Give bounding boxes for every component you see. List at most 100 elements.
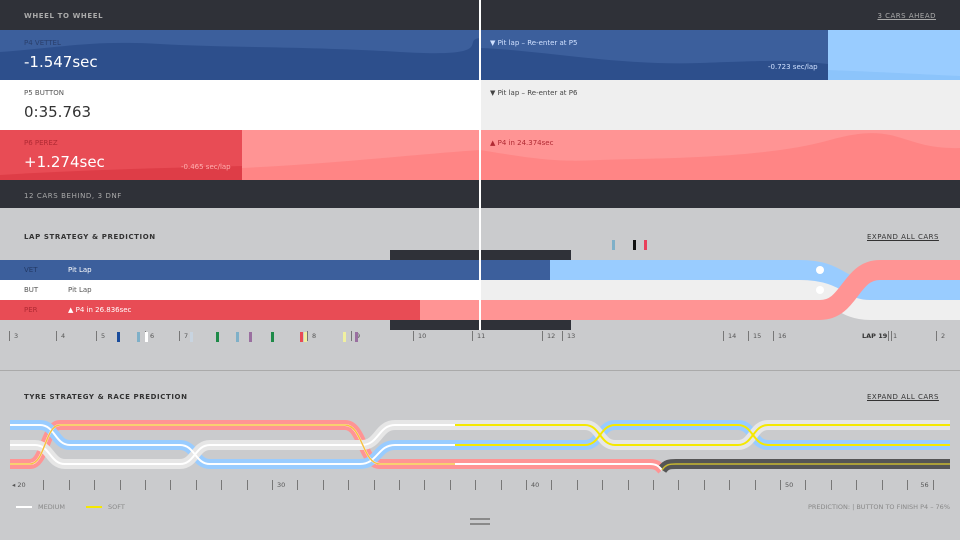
cars-ahead-link[interactable]: 3 CARS AHEAD	[877, 12, 936, 20]
lap-tick: 8	[307, 331, 316, 341]
tyre-lap-tick: ◂ 20	[12, 481, 26, 489]
tyre-lap-tick	[678, 480, 683, 490]
tyre-lap-tick: 40	[526, 480, 539, 490]
tyre-lap-tick	[348, 480, 353, 490]
tyre-strategy-title: TYRE STRATEGY & RACE PREDICTION	[24, 393, 188, 401]
tyre-lap-tick	[297, 480, 302, 490]
lap-tick: 2	[936, 331, 945, 341]
tyre-lap-tick: 50	[780, 480, 793, 490]
tyre-lap-tick	[43, 480, 48, 490]
tyre-lap-tick	[754, 480, 760, 490]
tyre-lap-tick	[221, 480, 226, 490]
pit-stop-marker[interactable]	[300, 332, 303, 342]
perez-medium-stint	[455, 463, 663, 471]
tyre-lap-tick	[145, 480, 150, 490]
pit-stop-marker[interactable]	[633, 240, 636, 250]
current-time-line[interactable]	[479, 0, 481, 330]
pit-stop-marker[interactable]	[190, 332, 193, 342]
pit-stop-marker[interactable]	[355, 332, 358, 342]
tyre-lap-tick	[551, 480, 556, 490]
tyre-lap-tick: 30	[272, 480, 285, 490]
pit-stop-marker[interactable]	[271, 332, 274, 342]
tyre-lap-tick	[856, 480, 861, 490]
perez-soft-stint	[10, 424, 455, 465]
soft-swatch	[86, 506, 102, 508]
prediction-area	[480, 80, 960, 130]
tyre-lap-tick	[881, 480, 887, 490]
lane-button[interactable]: BUT Pit Lap	[0, 280, 480, 300]
gap-wave	[0, 30, 960, 80]
gap-wave	[0, 130, 960, 180]
lap-tick: 1	[888, 331, 897, 341]
driver-gap: 0:35.763	[24, 103, 92, 121]
lane-perez[interactable]: PER ▲ P4 in 26.836sec	[0, 300, 420, 320]
section-title: WHEEL TO WHEEL	[24, 12, 104, 20]
lap-strategy-title: LAP STRATEGY & PREDICTION	[24, 233, 156, 241]
pit-stop-marker[interactable]	[612, 240, 615, 250]
tyre-lap-tick	[602, 480, 607, 490]
pit-stop-marker[interactable]	[343, 332, 346, 342]
lap-tick: 15	[748, 331, 761, 341]
pit-stop-marker[interactable]	[644, 240, 647, 250]
legend-label: MEDIUM	[38, 503, 66, 511]
driver-gap: +1.274sec	[24, 153, 105, 171]
lane-code: VET	[24, 266, 38, 274]
tyre-lap-tick	[68, 480, 74, 490]
medium-swatch	[16, 506, 32, 508]
tyre-lap-tick	[729, 480, 734, 490]
pit-stop-marker[interactable]	[145, 332, 148, 342]
lane-note: ▲ P4 in 26.836sec	[68, 306, 132, 314]
lap-tick: 7	[179, 331, 188, 341]
lap-tick: 14	[723, 331, 736, 341]
prediction-text: ▲ P4 in 24.374sec	[490, 139, 554, 147]
driver-label: P5 BUTTON	[24, 89, 65, 97]
perez-soft-prediction	[661, 463, 950, 471]
lane-note: Pit Lap	[68, 266, 92, 274]
pit-stop-marker[interactable]	[236, 332, 239, 342]
tyre-lap-tick	[373, 480, 379, 490]
lane-code: PER	[24, 306, 38, 314]
lap-tick: 3	[9, 331, 18, 341]
perez-prediction-track	[657, 459, 950, 474]
tyre-lap-tick	[576, 480, 582, 490]
button-medium-stint	[10, 424, 455, 465]
driver-label: P6 PEREZ	[24, 139, 58, 147]
lap-tick: 5	[96, 331, 105, 341]
tyre-lap-tick	[246, 480, 252, 490]
prediction-label: Pit lap – Re-enter at P5	[497, 39, 578, 47]
lane-code: BUT	[24, 286, 39, 294]
tyre-lap-tick	[94, 480, 99, 490]
tyre-lap-tick	[119, 480, 125, 490]
drag-handle-icon[interactable]	[470, 518, 490, 525]
pit-marker-but	[816, 286, 824, 294]
section-divider	[0, 370, 960, 371]
tyre-lap-tick	[424, 480, 429, 490]
lap-tick: 9	[351, 331, 360, 341]
pit-stop-marker[interactable]	[117, 332, 120, 342]
lane-vettel[interactable]: VET Pit Lap	[0, 260, 550, 280]
legend-medium: MEDIUM	[16, 503, 65, 511]
pit-stop-marker[interactable]	[304, 332, 307, 342]
tyre-lap-tick	[703, 480, 709, 490]
pit-stop-marker[interactable]	[137, 332, 140, 342]
lap-tick: 16	[773, 331, 786, 341]
lane-note: Pit Lap	[68, 286, 92, 294]
expand-all-cars-link[interactable]: EXPAND ALL CARS	[867, 393, 939, 401]
pit-stop-marker[interactable]	[216, 332, 219, 342]
expand-all-cars-link[interactable]: EXPAND ALL CARS	[867, 233, 939, 241]
tyre-lap-tick	[653, 480, 658, 490]
cars-behind-label: 12 CARS BEHIND, 3 DNF	[24, 192, 122, 200]
tyre-lap-tick	[322, 480, 328, 490]
legend-soft: SOFT	[86, 503, 125, 511]
lap-tick: LAP 19	[858, 331, 893, 341]
lap-tick: 10	[413, 331, 426, 341]
pit-marker-vet	[816, 266, 824, 274]
lap-tick: 13	[562, 331, 575, 341]
tyre-lap-tick	[907, 480, 912, 490]
tyre-lap-tick	[399, 480, 404, 490]
tyre-lap-tick: 56	[916, 480, 934, 490]
tyre-lap-tick	[830, 480, 836, 490]
tyre-lap-tick	[475, 480, 480, 490]
pit-stop-marker[interactable]	[249, 332, 252, 342]
